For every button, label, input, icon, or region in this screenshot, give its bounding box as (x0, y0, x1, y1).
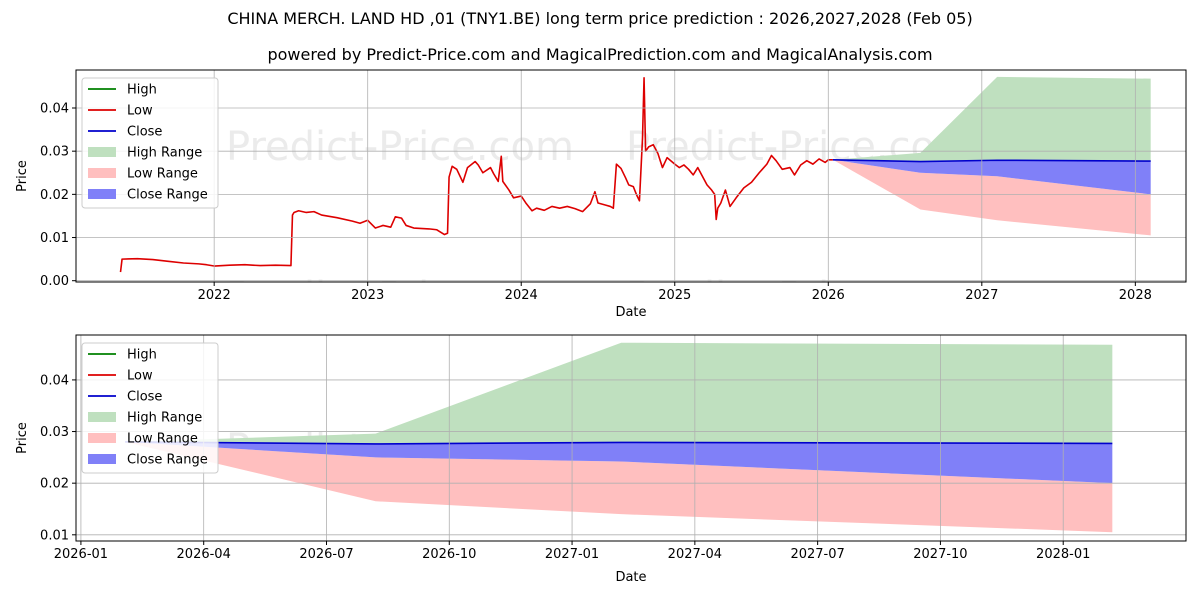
y-tick-label: 0.02 (40, 188, 69, 203)
axes-frame (75, 334, 1187, 542)
legend-label: Close Range (127, 188, 208, 203)
low-history-line (119, 76, 833, 273)
chart-title: CHINA MERCH. LAND HD ,01 (TNY1.BE) long … (227, 9, 973, 28)
chart-panel-1: Predict-Price.com Predict-Price.com Predic… (15, 69, 1187, 320)
legend-label: Close Range (127, 453, 208, 468)
y-tick-label: 0.00 (40, 274, 69, 289)
legend-label: High Range (127, 411, 202, 426)
y-axis-label: Price (15, 422, 30, 454)
y-tick-label: 0.04 (40, 101, 69, 116)
high-range-band (125, 342, 1113, 444)
chart-subtitle: powered by Predict-Price.com and Magical… (267, 45, 933, 64)
legend-label: Close (127, 390, 162, 405)
x-axis-label: Date (615, 570, 646, 585)
axes-frame (75, 69, 1187, 283)
legend-label: Low Range (127, 167, 198, 182)
legend: High Low Close High Range Low Range Close Ran… (81, 342, 219, 474)
x-tick-label: 2028-01 (1036, 547, 1090, 562)
x-tick-label: 2025 (658, 288, 691, 303)
y-tick-label: 0.01 (40, 528, 69, 543)
legend-label: Low (127, 369, 153, 384)
close-forecast-line (832, 159, 1151, 163)
x-tick-label: 2028 (1119, 288, 1152, 303)
close-forecast-line (125, 441, 1113, 445)
x-tick-label: 2023 (351, 288, 384, 303)
x-tick-label: 2027-07 (790, 547, 844, 562)
watermark-text: Predict-Price.com (626, 274, 974, 320)
x-tick-label: 2026 (812, 288, 845, 303)
y-tick-label: 0.04 (40, 373, 69, 388)
legend-swatch-close-range (88, 189, 116, 199)
x-tick-label: 2026-01 (54, 547, 108, 562)
y-axis-label: Price (15, 160, 30, 192)
legend-swatch-low-range (88, 168, 116, 178)
legend: High Low Close High Range Low Range Close Ran… (81, 77, 219, 209)
y-tick-label: 0.01 (40, 231, 69, 246)
x-tick-label: 2026-04 (177, 547, 231, 562)
legend-label: Close (127, 125, 162, 140)
y-tick-label: 0.02 (40, 477, 69, 492)
watermark-text: Predict-Price.com (226, 274, 574, 320)
x-tick-label: 2027-01 (545, 547, 599, 562)
watermark-group: Predict-Price.com Predict-Price.com Predic… (226, 124, 974, 320)
x-tick-label: 2026-10 (422, 547, 476, 562)
high-range-band (832, 76, 1151, 162)
close-range-band (125, 441, 1113, 484)
legend-swatch-low-range (88, 433, 116, 443)
legend-label: High (127, 348, 157, 363)
y-tick-label: 0.03 (40, 145, 69, 160)
legend-label: High Range (127, 146, 202, 161)
x-tick-label: 2024 (505, 288, 538, 303)
low-range-band (832, 159, 1151, 236)
chart-panel-2: Predict-Price.comPredict-Price.com2026-0… (15, 334, 1187, 585)
plot-area (125, 342, 1113, 533)
low-range-band (125, 441, 1113, 533)
x-tick-label: 2026-07 (299, 547, 353, 562)
legend-label: Low (127, 104, 153, 119)
plot-area (119, 76, 1151, 273)
watermark-text: Predict-Price.com (226, 124, 574, 170)
legend-swatch-high-range (88, 412, 116, 422)
legend-swatch-high-range (88, 147, 116, 157)
legend-label: High (127, 83, 157, 98)
legend-label: Low Range (127, 432, 198, 447)
y-tick-label: 0.03 (40, 425, 69, 440)
x-axis-label: Date (615, 305, 646, 320)
x-tick-label: 2027-10 (913, 547, 967, 562)
legend-swatch-close-range (88, 454, 116, 464)
close-range-band (832, 159, 1151, 195)
x-tick-label: 2027-04 (668, 547, 722, 562)
x-tick-label: 2022 (198, 288, 231, 303)
x-tick-label: 2027 (965, 288, 998, 303)
